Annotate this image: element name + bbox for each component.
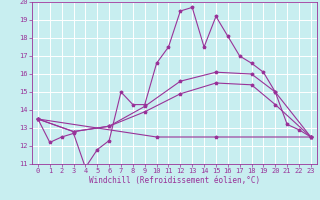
X-axis label: Windchill (Refroidissement éolien,°C): Windchill (Refroidissement éolien,°C): [89, 176, 260, 185]
